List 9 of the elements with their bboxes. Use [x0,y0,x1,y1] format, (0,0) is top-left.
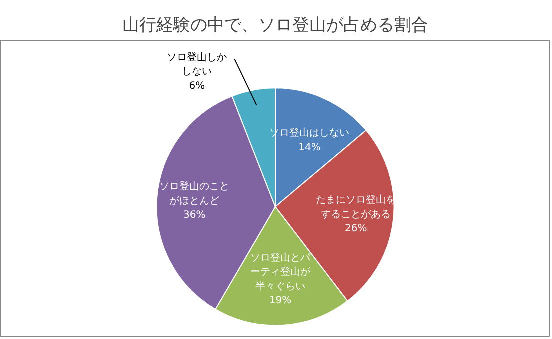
slice-label: ソロ登山のことがほとんど [160,180,230,207]
slice-label: ソロ登山しかしない [167,51,228,78]
data-label: 14% [298,142,321,154]
data-label: 19% [269,296,292,307]
slice-label: ソロ登山とパーティ登山が半々ぐらい [250,252,312,292]
data-label: 36% [184,210,206,222]
chart-title: 山行経験の中で、ソロ登山が占める割合 [122,16,428,36]
data-label: 26% [345,224,368,235]
data-label: 6% [189,80,206,92]
